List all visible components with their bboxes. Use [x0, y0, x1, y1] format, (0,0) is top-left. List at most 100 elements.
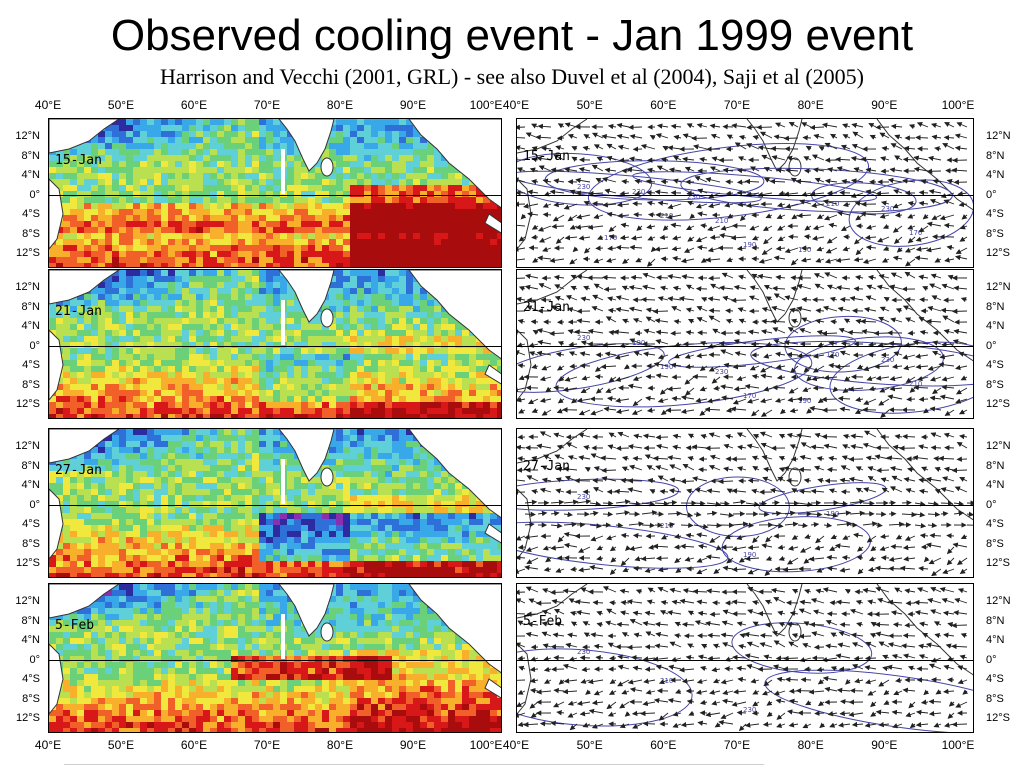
wind-vector — [771, 305, 786, 312]
wind-vector — [671, 599, 682, 605]
wind-vector — [622, 567, 630, 573]
coastline-southeast-asia — [876, 584, 973, 676]
wind-vector — [621, 632, 630, 638]
lat-label-right: 12°S — [986, 247, 1010, 259]
wind-vector — [719, 500, 730, 507]
wind-vector — [725, 308, 734, 314]
wind-vector — [644, 454, 656, 460]
wind-vector — [569, 363, 578, 369]
wind-vector — [605, 387, 617, 393]
wind-vector — [862, 442, 877, 449]
wind-vector — [865, 244, 877, 251]
wind-vector — [646, 190, 656, 196]
wind-vector — [682, 463, 695, 471]
wind-vector — [657, 397, 669, 404]
wind-vector — [699, 386, 708, 392]
wind-vector — [564, 376, 578, 382]
wind-vector — [811, 202, 825, 209]
wind-vector — [732, 654, 747, 661]
wind-vector — [813, 609, 825, 615]
wind-vector — [706, 588, 721, 594]
wind-vector — [954, 486, 968, 493]
wind-vector — [907, 224, 916, 230]
wind-vector — [616, 621, 630, 628]
lat-label-right: 12°S — [986, 398, 1010, 410]
wind-vector — [643, 328, 656, 334]
wind-vector — [565, 642, 578, 648]
wind-vector — [541, 409, 552, 416]
wind-vector — [941, 376, 955, 382]
contour-label: 210 — [826, 200, 839, 208]
wind-vector — [523, 721, 539, 728]
coastline-india — [746, 584, 803, 637]
wind-vector — [550, 522, 563, 529]
top-left-lon-label: 40°E — [34, 98, 62, 112]
wind-vector — [655, 373, 669, 379]
wind-vector — [927, 305, 942, 312]
wind-vector — [915, 709, 929, 716]
wind-vector — [816, 246, 825, 252]
wind-vector — [811, 154, 825, 161]
wind-vector — [817, 342, 825, 348]
wind-vector — [860, 156, 877, 162]
wind-vector — [838, 722, 851, 728]
sst-map-panel: 15-Jan — [48, 118, 502, 268]
land-africa — [49, 488, 64, 560]
wind-vector — [563, 678, 578, 684]
wind-vector — [836, 510, 852, 516]
wind-vector — [652, 455, 669, 462]
wind-vector — [818, 146, 825, 152]
wind-vector — [902, 653, 916, 659]
wind-vector — [592, 294, 604, 301]
wind-vector — [759, 632, 773, 639]
wind-vector — [646, 258, 656, 267]
wind-vector — [829, 722, 838, 728]
wind-vector — [864, 306, 877, 313]
wind-vector — [889, 386, 903, 392]
wind-vector — [959, 433, 968, 440]
wind-vector — [623, 364, 630, 370]
wind-vector — [894, 587, 903, 593]
bottom-right-lon-label: 100°E — [941, 738, 975, 752]
wind-vector — [763, 236, 773, 245]
bottom-left-lon-label: 80°E — [326, 738, 354, 752]
wind-vector — [555, 236, 565, 244]
wind-vector — [776, 374, 786, 381]
wind-vector — [751, 599, 760, 606]
coastline-southeast-asia — [876, 270, 973, 362]
wind-vector — [725, 407, 734, 413]
wind-vector — [802, 386, 812, 392]
wind-vector — [801, 317, 812, 323]
wind-vector — [738, 134, 747, 141]
wind-vector — [940, 307, 955, 314]
wind-vector — [708, 464, 721, 471]
wind-vector — [628, 500, 642, 507]
bottom-left-lon-label: 60°E — [180, 738, 208, 752]
wind-vector — [562, 386, 578, 393]
wind-vector — [700, 257, 708, 263]
wind-vector — [747, 568, 760, 575]
wind-vector — [875, 709, 890, 715]
wind-vector — [866, 535, 877, 543]
wind-vector — [550, 305, 565, 312]
wind-vector — [606, 395, 617, 402]
wind-vector — [549, 189, 565, 195]
wind-vector — [823, 512, 839, 519]
wind-vector — [960, 633, 968, 639]
lat-label-left: 4°S — [22, 518, 40, 530]
wind-vector — [839, 477, 851, 484]
wind-vector — [581, 666, 591, 673]
wind-vector — [779, 408, 786, 415]
lat-label-left: 4°S — [22, 673, 40, 685]
contour-label: 210 — [909, 380, 922, 388]
wind-vector — [940, 511, 949, 517]
wind-vector — [958, 351, 968, 357]
wind-vector — [680, 722, 695, 728]
wind-vector — [595, 387, 604, 394]
wind-vector — [895, 534, 903, 540]
wind-vector — [517, 318, 526, 325]
wind-vector — [659, 488, 669, 495]
wind-vector — [747, 544, 760, 551]
wind-vector — [615, 306, 630, 313]
